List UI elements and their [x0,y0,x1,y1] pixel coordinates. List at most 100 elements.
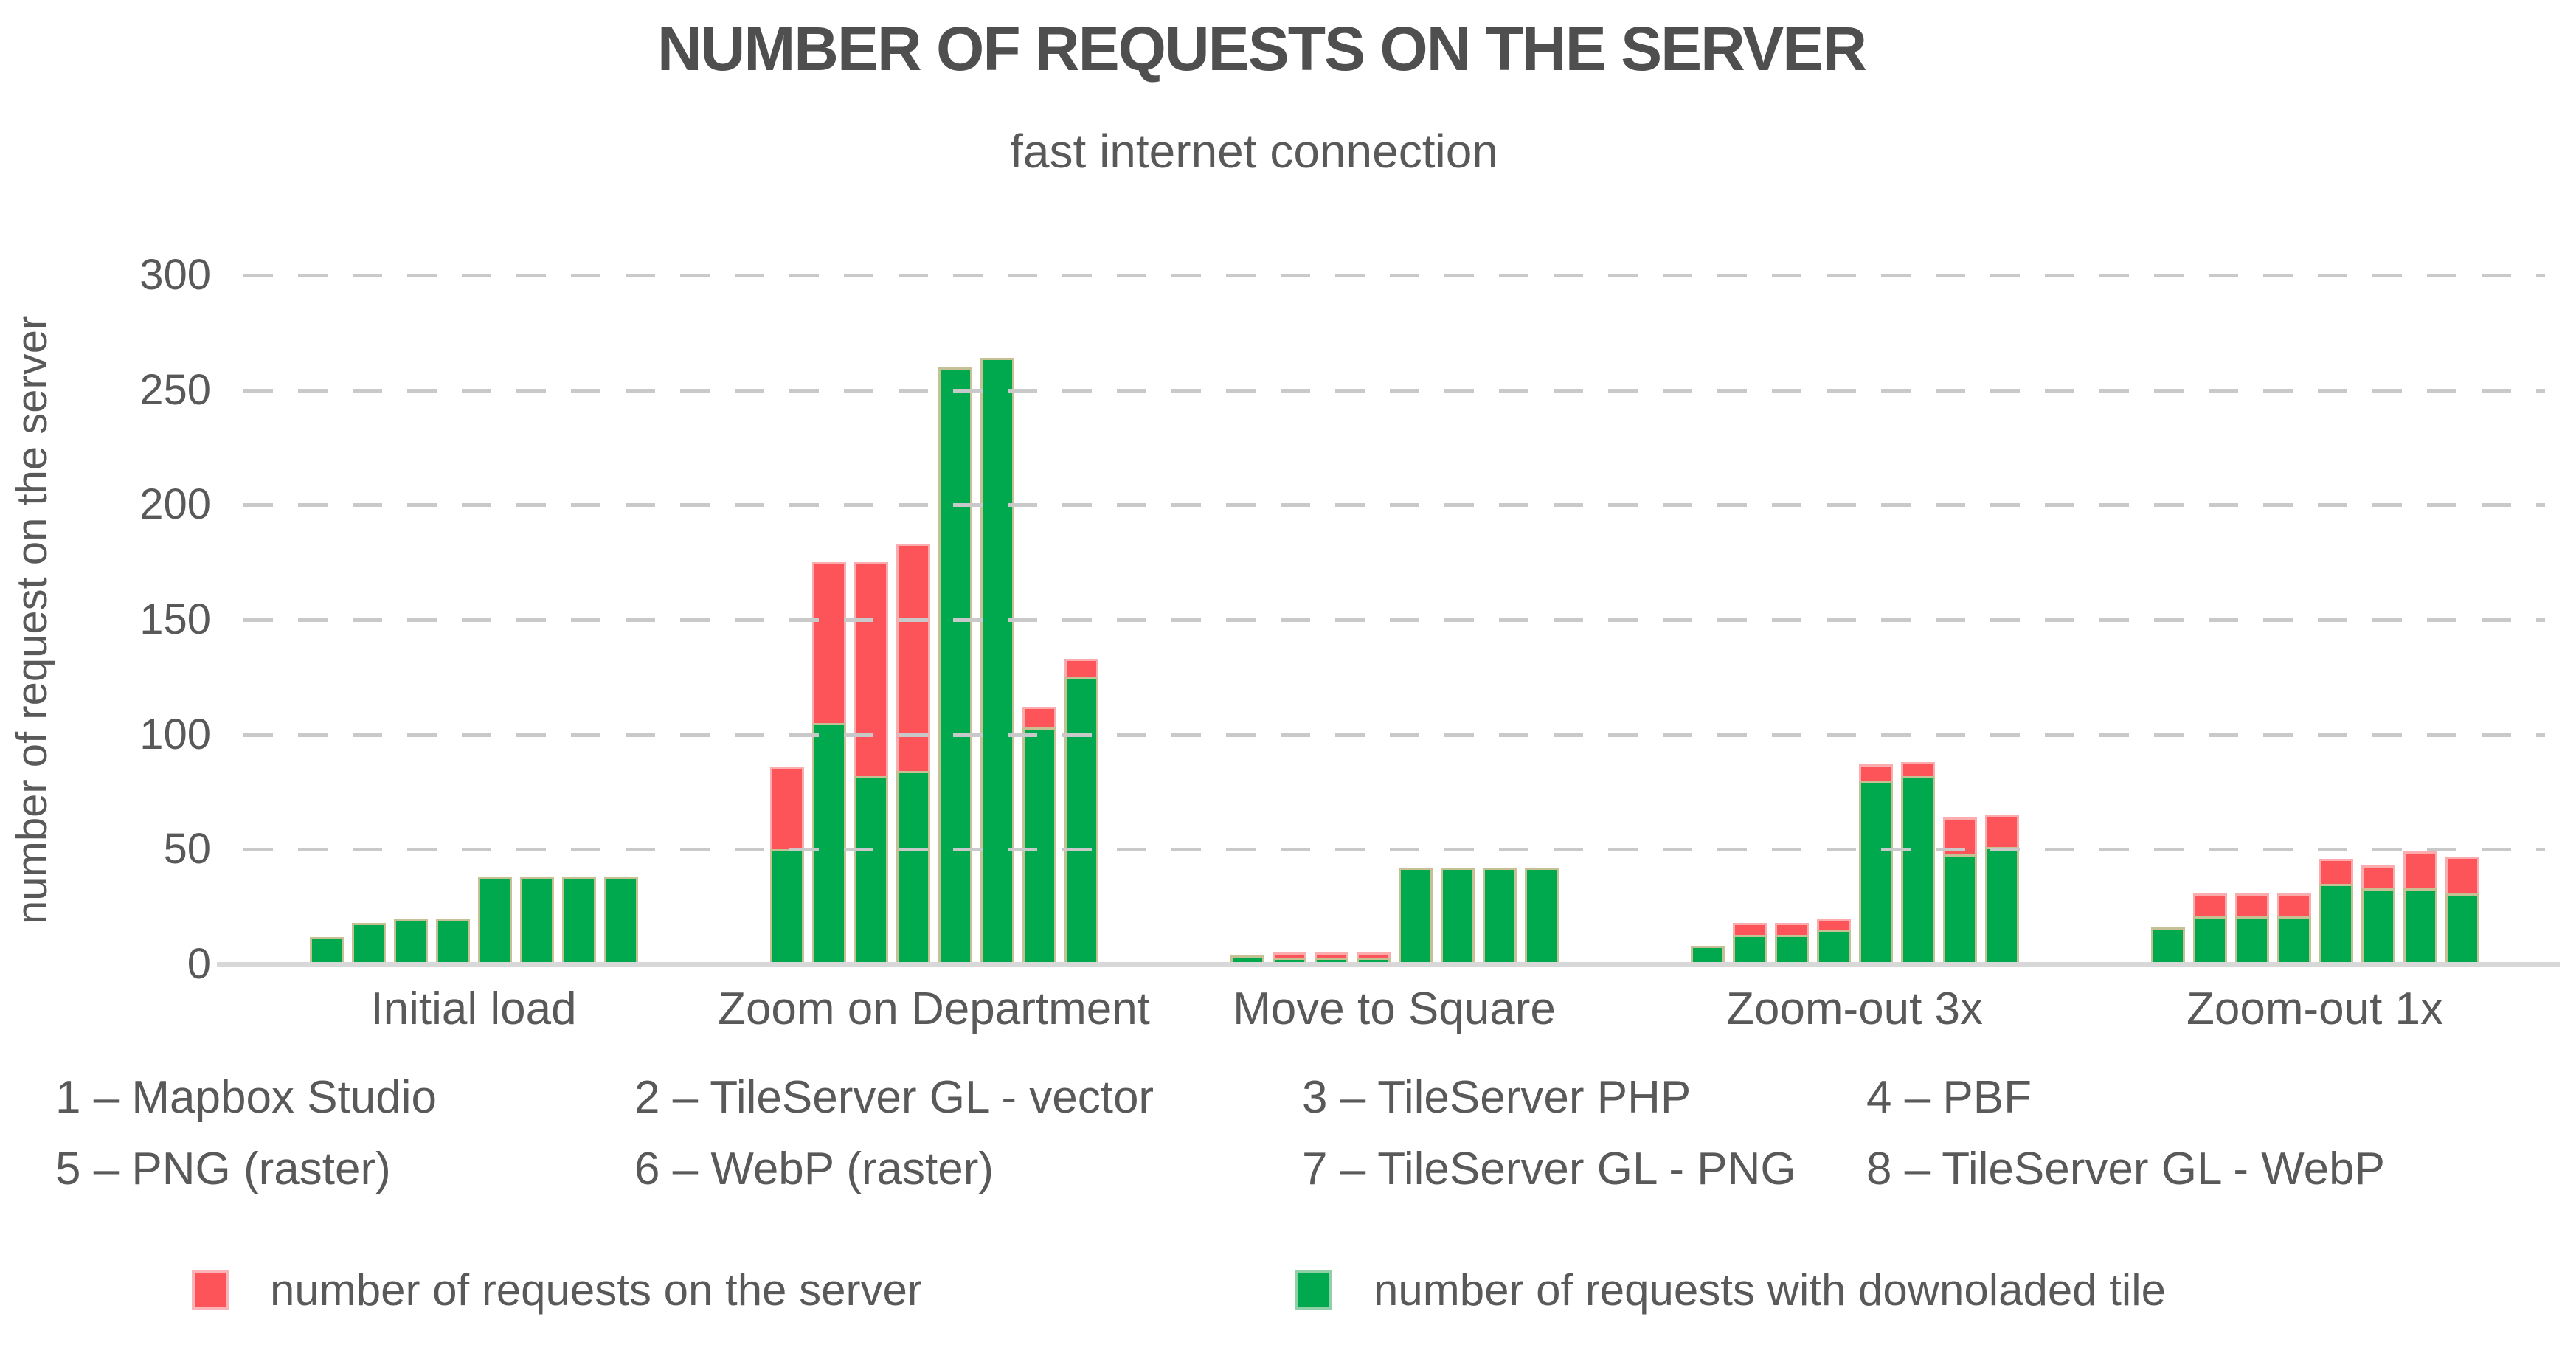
bar-initial-load-2 [351,922,386,964]
bar-initial-load-8 [603,876,638,964]
bar-zoom-on-department-5 [938,367,972,964]
bar-segment-green [1984,847,2019,964]
bar-segment-green [2150,927,2185,964]
bar-zoom-on-department-3 [854,562,888,964]
bar-zoom-out-1x-7 [2403,851,2437,964]
bar-segment-green [769,849,804,964]
key-item-4: 4 – PBF [1866,1072,2032,1123]
gridline-300 [243,274,2545,277]
key-item-1: 1 – Mapbox Studio [55,1072,437,1123]
bar-move-to-square-2 [1272,952,1306,964]
bar-group-move-to-square [1164,275,1624,964]
bar-segment-green [1064,677,1098,964]
bar-segment-green [561,876,596,964]
bar-segment-red [1356,952,1391,958]
key-item-3: 3 – TileServer PHP [1302,1072,1692,1123]
bar-segment-red [1816,918,1851,930]
bar-initial-load-6 [519,876,554,964]
bar-zoom-on-department-6 [980,358,1014,964]
bar-move-to-square-5 [1398,868,1433,964]
bar-zoom-on-department-7 [1022,707,1056,964]
bar-segment-red [2361,865,2395,889]
bar-zoom-out-1x-3 [2234,893,2269,964]
bar-segment-red [1942,817,1977,854]
bar-zoom-on-department-1 [769,767,804,964]
bar-segment-green [896,771,930,964]
bar-segment-green [1022,727,1056,964]
bar-segment-green [1774,934,1809,964]
bar-segment-green [1900,775,1935,964]
bar-segment-green [2319,884,2353,964]
bar-segment-green [1440,868,1475,964]
legend-item-requests-with-downloaded-tile: number of requests with downoladed tile [1295,1256,2166,1324]
bar-segment-green [435,918,470,964]
bar-segment-green [1230,955,1264,964]
bar-segment-red [2445,856,2479,893]
plot-area [217,274,2560,967]
bar-segment-green [938,367,972,964]
x-axis-labels: Initial load Zoom on Department Move to Sq… [243,983,2545,1035]
legend-swatch-red [192,1270,229,1310]
bar-zoom-on-department-2 [811,562,846,964]
bar-segment-green [854,775,888,964]
key-item-7: 7 – TileServer GL - PNG [1302,1144,1796,1194]
bar-initial-load-3 [393,918,428,964]
legend-label-red: number of requests on the server [270,1265,922,1315]
bar-segment-green [309,936,344,964]
key-item-6: 6 – WebP (raster) [634,1144,994,1194]
bar-initial-load-7 [561,876,596,964]
key-item-8: 8 – TileServer GL - WebP [1866,1144,2385,1194]
bar-segment-green [603,876,638,964]
y-axis-tick-0: 0 [187,940,211,988]
bar-segment-green [1356,957,1391,964]
bar-zoom-out-3x-3 [1774,922,1809,964]
bar-segment-red [1272,952,1306,958]
bar-zoom-on-department-4 [896,544,930,964]
bar-segment-green [980,358,1014,964]
bar-segment-green [1524,868,1559,964]
y-axis-tick-250: 250 [139,365,211,414]
y-axis-tick-100: 100 [139,710,211,758]
bar-segment-red [1900,762,1935,776]
bar-zoom-out-3x-1 [1690,946,1725,964]
bar-segment-green [351,922,386,964]
bar-segment-red [1314,952,1348,958]
chart-subtitle: fast internet connection [1010,125,1498,178]
gridline-100 [243,733,2545,737]
y-axis-tick-150: 150 [139,595,211,643]
bar-segment-green [1272,957,1306,964]
bar-zoom-out-1x-4 [2276,893,2311,964]
bar-segment-green [1858,780,1893,964]
bar-segment-green [2234,916,2269,964]
bar-segment-green [1690,946,1725,964]
bar-segment-green [811,723,846,964]
x-axis-label-zoom-out-1x: Zoom-out 1x [2186,983,2444,1034]
bar-zoom-out-1x-6 [2361,865,2395,964]
bar-zoom-out-3x-4 [1816,918,1851,964]
bar-segment-red [2319,858,2353,885]
bar-move-to-square-7 [1482,868,1517,964]
x-axis-label-zoom-out-3x: Zoom-out 3x [1725,983,1984,1034]
bar-move-to-square-4 [1356,952,1391,964]
bar-segment-red [811,562,846,724]
bar-segment-green [1314,957,1348,964]
bar-zoom-out-1x-8 [2445,856,2479,964]
bar-zoom-out-1x-2 [2192,893,2227,964]
bar-segment-green [2445,893,2479,964]
bar-segment-green [2361,888,2395,964]
bar-zoom-out-1x-5 [2319,858,2353,964]
bar-move-to-square-6 [1440,868,1475,964]
bar-segment-red [1774,922,1809,935]
bar-segment-red [896,544,930,772]
gridline-250 [243,388,2545,393]
bar-segment-green [1732,934,1767,964]
y-axis-tick-200: 200 [139,480,211,529]
bar-move-to-square-3 [1314,952,1348,964]
x-axis-label-initial-load: Initial load [370,983,577,1034]
bar-segment-red [1732,922,1767,935]
bar-segment-green [2192,916,2227,964]
bar-move-to-square-1 [1230,955,1264,964]
bar-zoom-on-department-8 [1064,658,1098,964]
x-axis-baseline [217,962,2560,967]
y-axis-tick-50: 50 [163,825,211,874]
